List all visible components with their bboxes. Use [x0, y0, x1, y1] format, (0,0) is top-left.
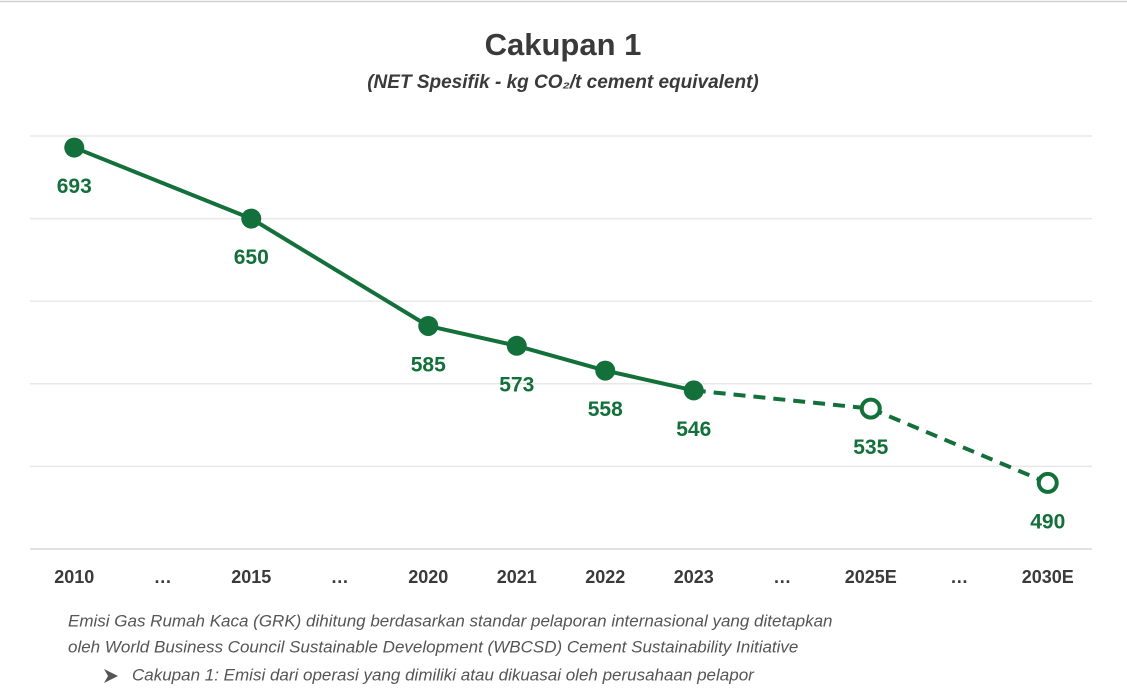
data-label: 558: [588, 398, 623, 421]
x-tick-label: …: [154, 567, 172, 587]
x-tick-label: 2020: [408, 567, 448, 587]
line-segment: [73, 145, 252, 221]
line-segment: [250, 216, 430, 328]
data-label: 693: [57, 175, 92, 198]
bullet-icon: [104, 669, 118, 683]
data-label: 490: [1030, 510, 1065, 533]
line-segment: [869, 406, 1049, 485]
line-segment: [516, 343, 606, 373]
data-label: 585: [411, 354, 446, 377]
bullet-text: Cakupan 1: Emisi dari operasi yang dimil…: [132, 665, 755, 684]
point: [241, 208, 262, 229]
line-segment: [427, 324, 518, 348]
point: [683, 380, 704, 401]
x-tick-label: …: [950, 567, 968, 587]
point: [1036, 471, 1059, 494]
data-label: 546: [676, 418, 711, 441]
line-segment: [693, 388, 871, 411]
x-tick-label: 2025E: [845, 567, 897, 587]
chart-subtitle: (NET Spesifik - kg CO₂/t cement equivale…: [367, 72, 759, 93]
point: [506, 335, 527, 356]
data-label: 573: [499, 373, 534, 396]
note: Emisi Gas Rumah Kaca (GRK) dihitung berd…: [68, 611, 833, 630]
x-tick-label: 2022: [585, 567, 625, 587]
note: oleh World Business Council Sustainable …: [68, 637, 798, 656]
line-segment: [604, 368, 695, 393]
x-tick-label: 2023: [674, 567, 714, 587]
point: [418, 315, 439, 336]
chart-title: Cakupan 1: [485, 27, 642, 62]
point: [64, 137, 85, 158]
point: [595, 360, 616, 381]
x-tick-label: …: [331, 567, 349, 587]
x-tick-label: 2030E: [1022, 567, 1074, 587]
x-tick-label: …: [773, 567, 791, 587]
data-label: 650: [234, 246, 269, 269]
x-tick-label: 2015: [231, 567, 271, 587]
x-tick-label: 2021: [497, 567, 537, 587]
data-label: 535: [853, 436, 888, 459]
point: [859, 397, 882, 420]
x-tick-label: 2010: [54, 567, 94, 587]
